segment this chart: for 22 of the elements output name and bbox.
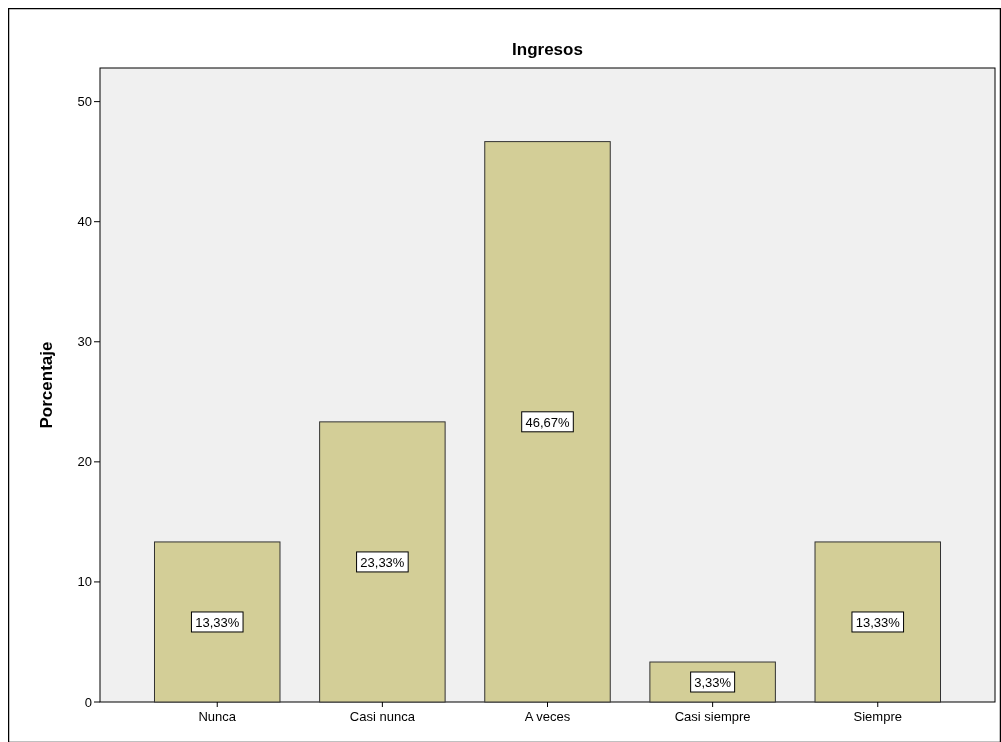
data-label: 23,33% [360,554,405,570]
data-label: 3,33% [694,675,732,691]
bar [153,541,281,703]
y-axis-title: Porcentaje [37,341,56,429]
x-tick-label: Casi nunca [349,709,416,724]
bar [814,541,942,703]
y-tick-label: 10 [77,574,92,590]
x-tick-label: Casi siempre [674,709,751,724]
x-tick-label: Siempre [853,709,902,724]
data-label: 13,33% [195,614,240,630]
y-tick-label: 30 [77,334,92,350]
bar [319,421,446,703]
data-label: 46,67% [525,414,570,430]
x-tick-label: Nunca [198,709,237,724]
y-tick-label: 50 [77,94,92,110]
bar [484,141,611,703]
y-tick-label: 0 [84,694,92,710]
x-tick-label: A veces [524,709,571,724]
y-tick-label: 40 [77,214,92,230]
data-label: 13,33% [855,614,901,630]
chart-title: Ingresos [512,40,583,59]
y-tick-label: 20 [77,454,92,470]
